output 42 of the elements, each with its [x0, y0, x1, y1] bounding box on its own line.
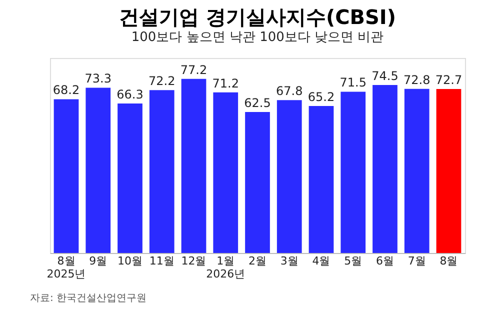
data-label: 74.5	[372, 68, 398, 83]
bar	[118, 103, 142, 253]
bar	[181, 78, 206, 253]
x-tick-label: 4월	[312, 254, 330, 268]
data-label: 67.8	[276, 84, 303, 98]
bar	[149, 90, 174, 253]
data-label: 72.8	[404, 72, 430, 87]
data-label: 72.7	[435, 73, 462, 88]
bar	[340, 92, 366, 253]
bar	[213, 92, 238, 253]
chart-title: 건설기업 경기실사지수(CBSI)	[118, 5, 396, 29]
data-label: 68.2	[52, 83, 80, 98]
x-tick-label: 9월	[89, 254, 108, 268]
bar	[404, 88, 430, 253]
data-label: 62.5	[244, 96, 271, 110]
x-tick-label: 8월	[440, 254, 458, 268]
x-tick-label: 2월	[248, 254, 266, 268]
data-label: 65.2	[308, 90, 335, 104]
x-tick-label: 3월	[280, 254, 298, 268]
x-tick-label: 1월 2026년	[206, 254, 246, 280]
x-tick-label: 7월	[408, 254, 426, 268]
x-tick-label: 5월	[344, 254, 362, 268]
data-label: 73.3	[84, 72, 112, 86]
text: 자료: 한국건설산업연구원	[30, 293, 147, 304]
x-tick-label: 8월 2025년	[46, 254, 86, 280]
data-label: 71.2	[212, 76, 239, 90]
x-tick-label: 6월	[376, 254, 394, 268]
x-tick-label: 10월	[118, 254, 143, 268]
chart-subtitle: 100보다 높으면 낙관 100보다 낮으면 비관	[131, 30, 384, 45]
data-label: 77.2	[180, 62, 208, 77]
bar	[86, 88, 111, 253]
bar	[54, 99, 79, 253]
bar	[436, 89, 462, 253]
data-label: 72.2	[148, 74, 176, 88]
bar	[372, 84, 398, 253]
data-label: 71.5	[340, 76, 366, 90]
x-tick-label: 11월	[149, 254, 174, 268]
bar	[308, 106, 334, 253]
data-label: 66.3	[116, 87, 144, 102]
bar	[245, 112, 270, 253]
x-tick-label: 12월	[181, 254, 206, 268]
bar	[276, 100, 302, 253]
